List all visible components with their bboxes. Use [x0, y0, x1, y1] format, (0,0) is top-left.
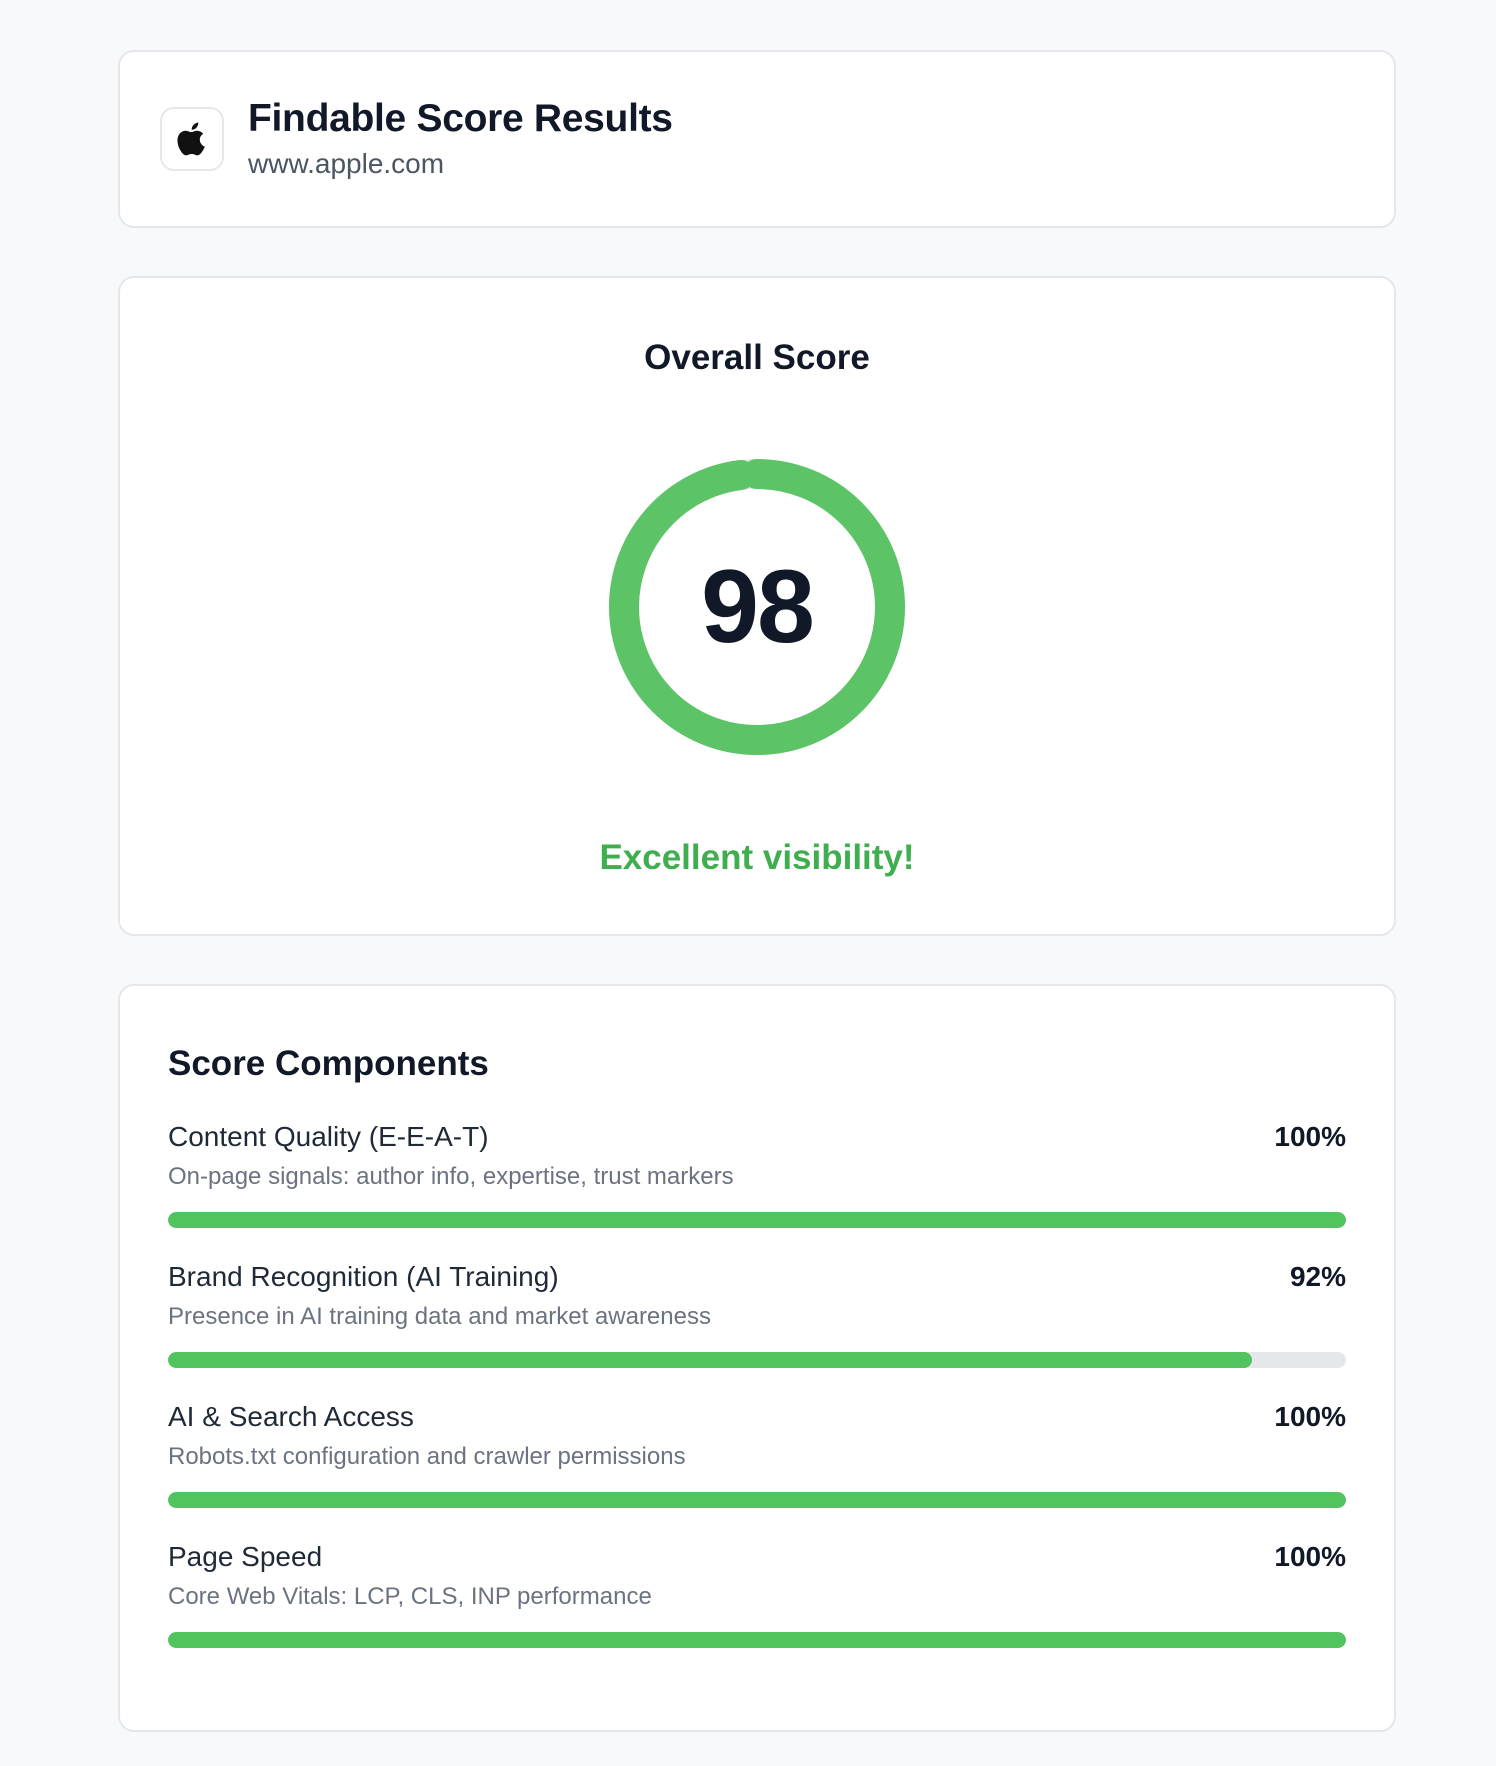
apple-logo-icon — [177, 122, 205, 156]
score-components-heading: Score Components — [168, 1044, 489, 1083]
component-name: AI & Search Access — [168, 1401, 414, 1432]
component-percent: 92% — [1289, 1261, 1346, 1292]
component-percent: 100% — [1274, 1121, 1346, 1152]
component-item: Brand Recognition (AI Training) 92% Pres… — [168, 1260, 1346, 1400]
overall-score-heading: Overall Score — [644, 338, 870, 377]
score-message: Excellent visibility! — [599, 838, 915, 877]
component-progress-fill — [168, 1632, 1346, 1648]
component-name: Content Quality (E-E-A-T) — [168, 1121, 489, 1152]
score-ring — [609, 459, 905, 755]
component-progress-track — [168, 1492, 1346, 1508]
component-percent: 100% — [1274, 1541, 1346, 1572]
component-description: Presence in AI training data and market … — [168, 1303, 711, 1330]
component-item: Page Speed 100% Core Web Vitals: LCP, CL… — [168, 1540, 1346, 1680]
site-logo — [160, 107, 224, 171]
header-text: Findable Score Results www.apple.com — [248, 96, 673, 182]
page-title: Findable Score Results — [248, 97, 673, 140]
component-progress-fill — [168, 1352, 1252, 1368]
header-card: Findable Score Results www.apple.com — [118, 50, 1396, 228]
score-gauge: 98 — [609, 459, 905, 755]
component-percent: 100% — [1274, 1401, 1346, 1432]
component-description: Robots.txt configuration and crawler per… — [168, 1443, 686, 1470]
component-name: Brand Recognition (AI Training) — [168, 1261, 559, 1292]
component-name: Page Speed — [168, 1541, 323, 1572]
component-progress-fill — [168, 1492, 1346, 1508]
score-ring-progress — [609, 459, 905, 755]
component-progress-track — [168, 1212, 1346, 1228]
component-item: AI & Search Access 100% Robots.txt confi… — [168, 1400, 1346, 1540]
component-progress-fill — [168, 1212, 1346, 1228]
overall-score-value: 98 — [701, 548, 815, 665]
component-progress-track — [168, 1632, 1346, 1648]
component-description: Core Web Vitals: LCP, CLS, INP performan… — [168, 1583, 652, 1610]
site-url: www.apple.com — [248, 148, 445, 179]
component-item: Content Quality (E-E-A-T) 100% On-page s… — [168, 1120, 1346, 1260]
component-progress-track — [168, 1352, 1346, 1368]
score-components-card: Score Components Content Quality (E-E-A-… — [118, 984, 1396, 1732]
component-description: On-page signals: author info, expertise,… — [168, 1163, 734, 1190]
overall-score-card: Overall Score 98 Excellent visibility! — [118, 276, 1396, 936]
